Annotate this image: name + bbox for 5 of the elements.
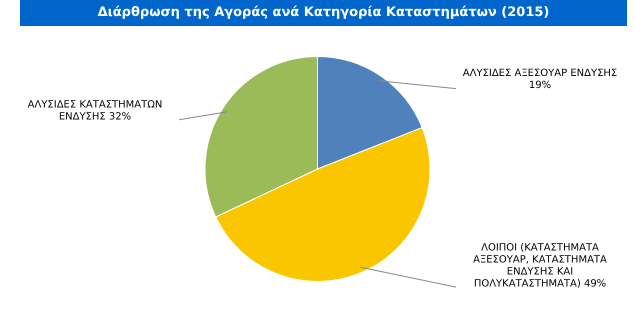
data-label: 19% xyxy=(528,80,552,92)
slice-label: ΛΟΙΠΟΙ (ΚΑΤΑΣΤΗΜΑΤΑ ΑΞΕΣΟΥΑΡ, ΚΑΤΑΣΤΗΜΑΤΑ ΕΝΔΥΣΗΣ ΚΑΙ ΠΟΛΥΚΑΤΑΣΤΗΜΑΤΑ) 49% xyxy=(473,242,608,290)
slice-label: ΑΛΥΣΙΔΕΣ ΚΑΤΑΣΤΗΜΑΤΩΝ ΕΝΔΥΣΗΣ 32% xyxy=(28,99,162,122)
slice-label: ΑΛΥΣΙΔΕΣ ΑΞΕΣΟΥΑΡ ΕΝΔΥΣΗΣ xyxy=(462,68,618,80)
chart-title: Διάρθρωση της Αγοράς ανά Κατηγορία Καταστημάτων (2015) xyxy=(20,0,627,26)
